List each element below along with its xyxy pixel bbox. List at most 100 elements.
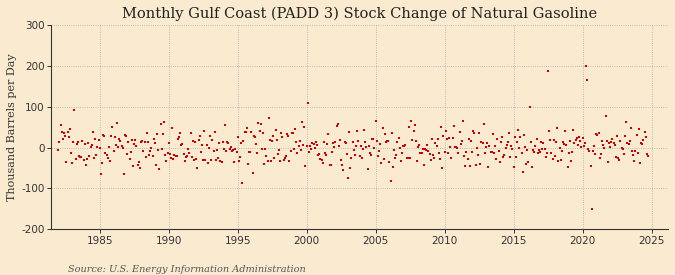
Point (152, 131, 163, 136)
Point (603, 141, 614, 145)
Point (265, 159, 276, 163)
Point (176, 142, 187, 147)
Point (587, 149, 598, 153)
Point (316, 158, 327, 163)
Point (192, 166, 202, 170)
Point (101, 152, 112, 157)
Point (576, 144, 587, 149)
Point (65, 150, 76, 155)
Point (437, 166, 448, 170)
Point (302, 101, 313, 105)
Point (412, 159, 423, 163)
Point (284, 158, 295, 163)
Point (225, 144, 236, 149)
Point (595, 152, 606, 156)
Point (510, 155, 521, 160)
Point (320, 151, 331, 156)
Point (69, 108, 80, 113)
Point (106, 134, 117, 138)
Point (236, 141, 246, 145)
Point (626, 126, 637, 130)
Point (312, 143, 323, 148)
Point (549, 154, 560, 158)
Point (78, 158, 89, 162)
Point (641, 135, 651, 139)
Point (474, 131, 485, 135)
Point (517, 170, 528, 174)
Point (533, 147, 544, 152)
Point (88, 130, 99, 135)
Point (304, 150, 315, 154)
Point (86, 142, 97, 147)
Point (321, 152, 331, 157)
Point (607, 137, 618, 141)
Point (348, 147, 359, 152)
Point (632, 151, 643, 156)
Point (136, 140, 146, 145)
Point (100, 151, 111, 156)
Point (515, 135, 526, 139)
Point (416, 151, 427, 156)
Point (446, 156, 457, 160)
Point (368, 137, 379, 141)
Point (168, 156, 179, 161)
Point (63, 135, 74, 140)
Point (273, 152, 284, 156)
Point (92, 145, 103, 149)
Point (76, 155, 86, 160)
Point (93, 138, 104, 142)
Point (307, 140, 318, 145)
Point (314, 152, 325, 156)
Point (180, 155, 191, 159)
Point (352, 129, 362, 133)
Point (629, 158, 640, 163)
Point (268, 134, 279, 138)
Point (466, 139, 477, 144)
Point (618, 152, 629, 156)
Point (245, 149, 256, 154)
Point (589, 144, 599, 148)
Point (378, 156, 389, 161)
Point (146, 145, 157, 150)
Point (520, 144, 531, 149)
Point (347, 140, 358, 145)
Point (567, 150, 578, 155)
Point (394, 146, 405, 150)
Point (260, 147, 271, 152)
Point (608, 141, 619, 145)
Point (82, 156, 92, 161)
Point (350, 153, 360, 158)
Point (408, 128, 419, 133)
Point (196, 149, 207, 154)
Point (114, 136, 125, 141)
Point (464, 164, 475, 168)
Point (602, 160, 613, 164)
Point (219, 122, 230, 127)
Point (373, 154, 383, 158)
Point (523, 160, 534, 164)
Point (475, 162, 485, 166)
Point (366, 153, 377, 157)
Point (574, 134, 585, 139)
Point (507, 147, 518, 151)
Point (553, 158, 564, 163)
Point (538, 141, 549, 145)
Point (293, 144, 304, 148)
Point (479, 151, 490, 155)
Point (217, 140, 228, 144)
Point (405, 156, 416, 160)
Point (222, 140, 233, 144)
Point (452, 146, 462, 151)
Point (252, 150, 263, 155)
Point (269, 156, 280, 160)
Point (467, 150, 478, 154)
Point (362, 167, 373, 171)
Point (103, 145, 114, 149)
Y-axis label: Thousand Barrels per Day: Thousand Barrels per Day (7, 53, 17, 201)
Point (165, 152, 176, 156)
Point (568, 127, 578, 132)
Point (585, 164, 596, 168)
Point (356, 156, 367, 160)
Point (267, 138, 277, 143)
Point (486, 150, 497, 154)
